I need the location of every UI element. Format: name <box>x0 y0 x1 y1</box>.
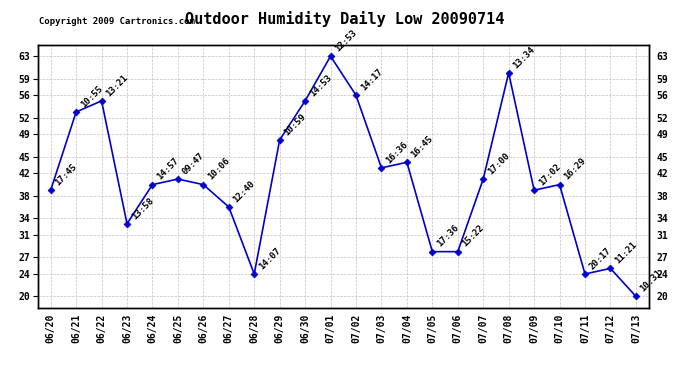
Text: 10:31: 10:31 <box>639 268 664 294</box>
Text: 17:36: 17:36 <box>435 224 460 249</box>
Text: 14:17: 14:17 <box>359 67 384 93</box>
Text: 09:47: 09:47 <box>181 151 206 176</box>
Text: 11:21: 11:21 <box>613 240 638 266</box>
Text: 14:53: 14:53 <box>308 73 333 98</box>
Text: 16:45: 16:45 <box>410 134 435 159</box>
Text: 13:58: 13:58 <box>130 196 155 221</box>
Text: 15:22: 15:22 <box>460 224 486 249</box>
Text: 10:06: 10:06 <box>206 156 231 182</box>
Text: 13:21: 13:21 <box>104 73 130 98</box>
Text: 16:36: 16:36 <box>384 140 410 165</box>
Text: 10:59: 10:59 <box>282 112 308 137</box>
Text: 17:45: 17:45 <box>53 162 79 188</box>
Text: 17:00: 17:00 <box>486 151 511 176</box>
Text: 14:07: 14:07 <box>257 246 282 271</box>
Text: 14:57: 14:57 <box>155 156 181 182</box>
Text: Copyright 2009 Cartronics.com: Copyright 2009 Cartronics.com <box>39 17 195 26</box>
Text: 20:17: 20:17 <box>588 246 613 271</box>
Text: 12:53: 12:53 <box>333 28 359 53</box>
Text: Outdoor Humidity Daily Low 20090714: Outdoor Humidity Daily Low 20090714 <box>186 11 504 27</box>
Text: 10:55: 10:55 <box>79 84 104 109</box>
Text: 16:29: 16:29 <box>562 156 588 182</box>
Text: 17:02: 17:02 <box>537 162 562 188</box>
Text: 13:34: 13:34 <box>511 45 537 70</box>
Text: 12:40: 12:40 <box>232 179 257 204</box>
